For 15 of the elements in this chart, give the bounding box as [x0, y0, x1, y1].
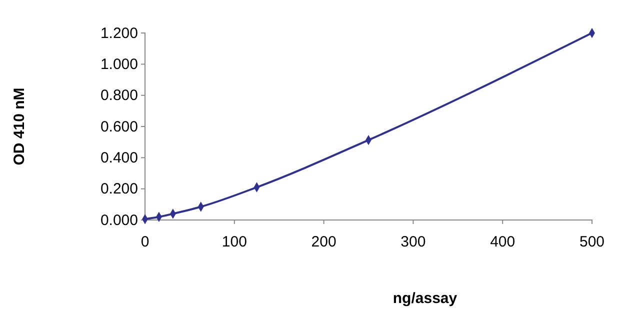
- y-tick-label: 1.200: [100, 24, 138, 42]
- y-tick-label: 1.000: [100, 56, 138, 73]
- y-tick-label: 0.200: [100, 180, 138, 198]
- y-tick-label: 0.400: [100, 149, 138, 166]
- y-tick-label: 0.000: [100, 212, 138, 229]
- x-tick-label: 500: [579, 234, 605, 250]
- x-tick-label: 100: [222, 234, 247, 250]
- x-axis-title: ng/assay: [392, 290, 458, 307]
- x-tick-label: 0: [140, 234, 150, 250]
- x-tick-label: 300: [400, 234, 426, 250]
- y-tick-label: 0.800: [100, 87, 138, 104]
- y-axis-title: OD 410 nM: [11, 88, 28, 166]
- x-tick-label: 400: [490, 234, 516, 250]
- y-tick-label: 0.600: [100, 118, 138, 136]
- x-tick-label: 200: [311, 234, 336, 250]
